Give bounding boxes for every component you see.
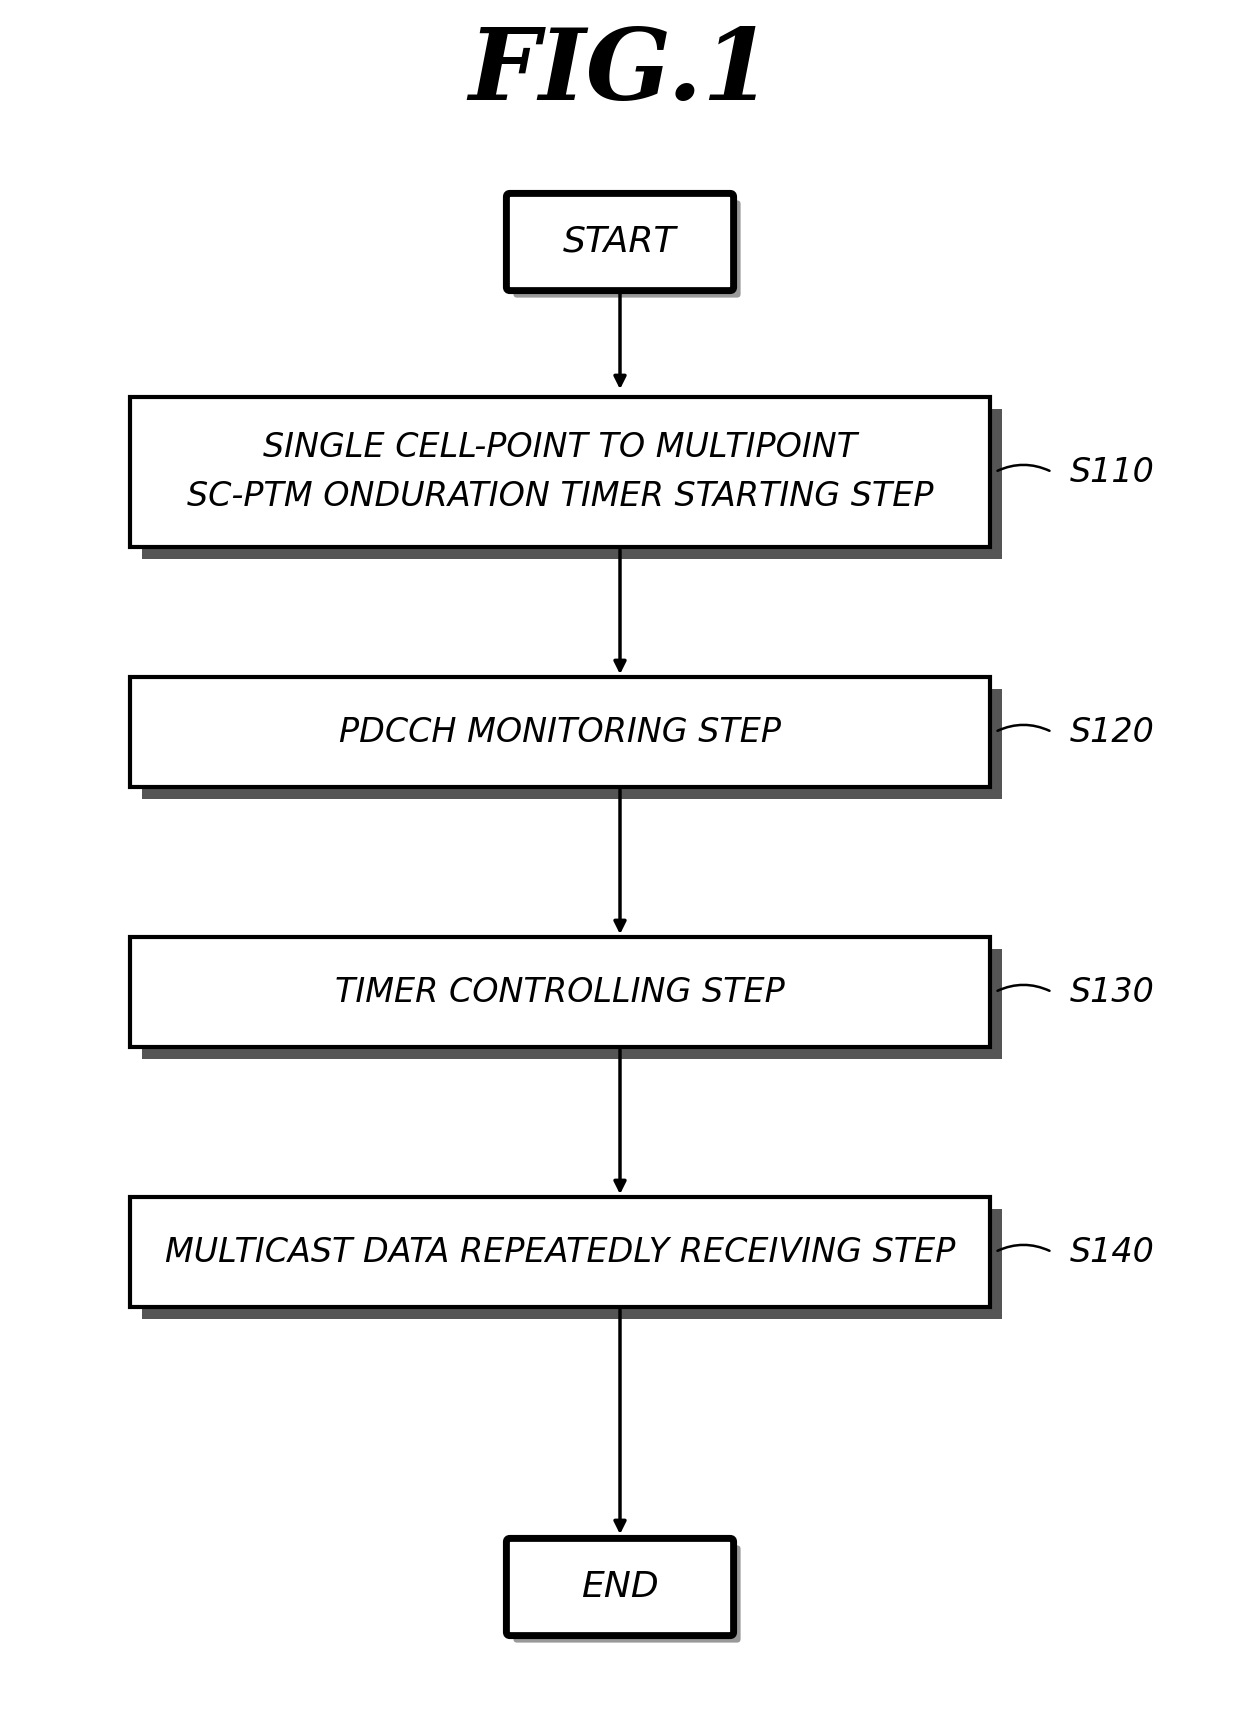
FancyBboxPatch shape [143,949,1002,1058]
FancyBboxPatch shape [130,1197,990,1308]
Text: S140: S140 [1070,1235,1154,1268]
Text: MULTICAST DATA REPEATEDLY RECEIVING STEP: MULTICAST DATA REPEATEDLY RECEIVING STEP [165,1235,955,1268]
Text: PDCCH MONITORING STEP: PDCCH MONITORING STEP [339,715,781,748]
FancyBboxPatch shape [513,201,740,298]
Text: END: END [582,1569,658,1604]
FancyBboxPatch shape [130,937,990,1048]
FancyBboxPatch shape [143,409,1002,559]
FancyBboxPatch shape [506,194,734,291]
Text: TIMER CONTROLLING STEP: TIMER CONTROLLING STEP [335,975,785,1008]
FancyBboxPatch shape [143,689,1002,798]
Text: S110: S110 [1070,456,1154,488]
Text: S120: S120 [1070,715,1154,748]
FancyBboxPatch shape [143,1209,1002,1320]
FancyBboxPatch shape [130,677,990,786]
Text: S130: S130 [1070,975,1154,1008]
FancyBboxPatch shape [513,1545,740,1642]
Text: FIG.1: FIG.1 [467,24,773,120]
Text: START: START [563,225,677,260]
FancyBboxPatch shape [506,1538,734,1635]
FancyBboxPatch shape [130,397,990,547]
Text: SINGLE CELL-POINT TO MULTIPOINT
SC-PTM ONDURATION TIMER STARTING STEP: SINGLE CELL-POINT TO MULTIPOINT SC-PTM O… [187,431,934,513]
